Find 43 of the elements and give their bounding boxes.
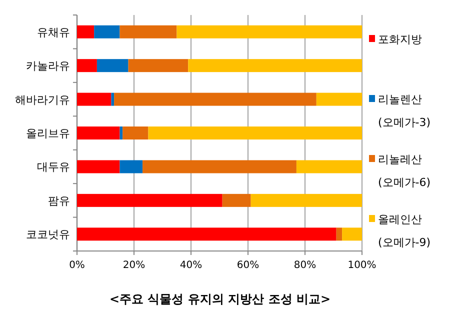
bar [77,126,120,140]
y-tick-label: 코코넛유 [26,228,70,242]
y-tick-label: 팜유 [48,194,70,208]
bar [77,59,97,72]
bar [120,25,177,38]
bar [111,92,114,106]
y-tick-label: 대두유 [37,160,70,174]
bar [77,92,112,106]
bar [188,59,362,72]
bar [222,194,251,207]
bar [77,160,120,174]
bar [77,25,94,38]
legend-label: 리놀렌산 (오메가-3) [378,93,431,129]
text: <주요 식물성 유지의 지방산 조성 비교> [110,292,330,306]
bar [128,59,188,72]
x-tick-label: 40% [180,260,202,271]
legend-label: 리놀레산 (오메가-6) [378,153,431,189]
x-tick-label: 60% [236,260,260,271]
bar [142,160,296,174]
bar [316,92,362,106]
y-tick-label: 올리브유 [26,127,70,140]
x-tick-label: 80% [294,260,316,271]
legend-label: 포화지방 [378,33,422,46]
bar [77,228,336,241]
bar [120,160,143,174]
y-tick-label: 해바라기유 [15,93,70,106]
x-tick-label: 100% [348,260,376,271]
bar [122,126,148,140]
bar [94,25,120,38]
y-tick-label: 유채유 [37,26,70,39]
x-tick-label: 0% [69,260,85,271]
bar [96,59,128,72]
bar [77,194,222,207]
bar [176,25,362,38]
x-tick-label: 20% [122,260,146,271]
bar [114,92,316,106]
bar [250,194,362,207]
legend-label: 올레인산 (오메가-9) [378,213,431,249]
y-tick-label: 카놀라유 [26,60,70,73]
bar [336,228,342,241]
bar [342,228,362,241]
bar [296,160,362,174]
bar [148,126,362,140]
